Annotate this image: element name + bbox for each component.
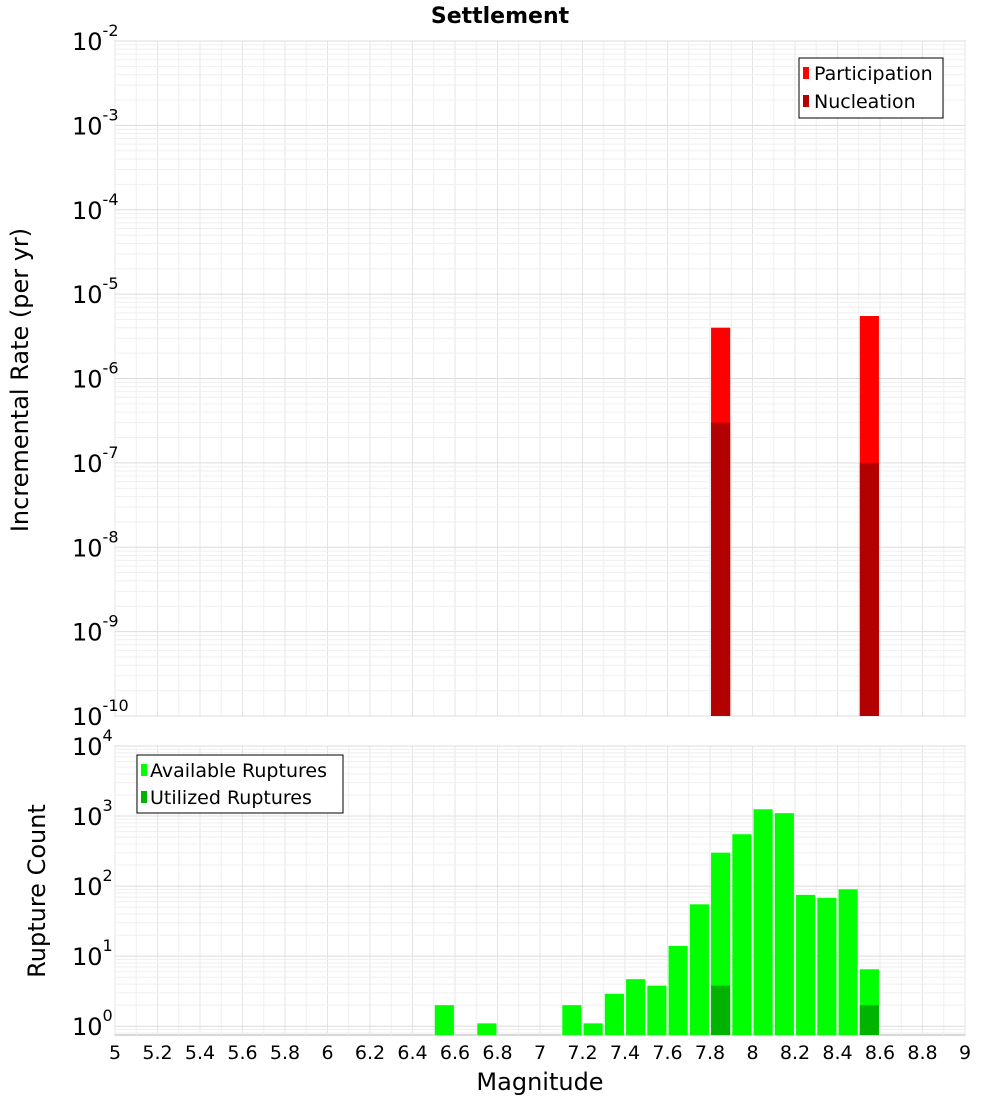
top-y-ticks: 10-10 10-9 10-8 10-7 10-6 10-5 10-4 10-3 10-2 <box>72 21 129 731</box>
x-tick-label: 5.2 <box>142 1042 172 1064</box>
x-tick-label: 8.6 <box>865 1042 895 1064</box>
bottom-y-tick-label: 102 <box>72 866 113 901</box>
bottom-bar-available-ruptures <box>562 1005 582 1035</box>
bottom-bar-available-ruptures <box>732 834 752 1035</box>
top-panel: 10-10 10-9 10-8 10-7 10-6 10-5 10-4 10-3 10-2 In… <box>6 21 966 731</box>
top-y-tick-label: 10-2 <box>72 21 119 56</box>
x-tick-label: 8.2 <box>780 1042 810 1064</box>
x-tick-label: 6.2 <box>355 1042 385 1064</box>
legend-swatch-participation <box>803 67 809 79</box>
bottom-bar-available-ruptures <box>647 985 667 1035</box>
bottom-bar-available-ruptures <box>604 993 624 1035</box>
bottom-bar-available-ruptures <box>689 904 709 1035</box>
bottom-y-tick-label: 104 <box>72 726 113 761</box>
bottom-y-ticks: 100 101 102 103 104 <box>72 726 113 1041</box>
x-tick-label: 8.8 <box>907 1042 937 1064</box>
legend-label-utilized: Utilized Ruptures <box>150 787 312 809</box>
top-legend: Participation Nucleation <box>798 57 944 119</box>
legend-swatch-utilized <box>141 791 147 803</box>
bottom-bar-available-ruptures <box>817 897 837 1035</box>
x-tick-label: 7 <box>534 1042 546 1064</box>
bottom-y-tick-label: 103 <box>72 796 113 831</box>
bottom-bar-available-ruptures <box>753 809 773 1035</box>
bottom-bar-utilized-ruptures <box>859 1005 879 1035</box>
bottom-bar-available-ruptures <box>774 813 794 1035</box>
top-grid <box>114 40 966 717</box>
x-tick-label: 5.4 <box>185 1042 215 1064</box>
bottom-bar-available-ruptures <box>668 945 688 1035</box>
bottom-y-tick-label: 101 <box>72 936 113 971</box>
x-tick-label: 5.8 <box>270 1042 300 1064</box>
top-y-tick-label: 10-8 <box>72 527 119 562</box>
bottom-bar-utilized-ruptures <box>711 985 731 1035</box>
legend-label-participation: Participation <box>814 63 933 85</box>
bottom-bar-available-ruptures <box>796 894 816 1035</box>
x-tick-label: 6.8 <box>482 1042 512 1064</box>
top-bar-nucleation <box>711 422 731 716</box>
bottom-bar-available-ruptures <box>477 1023 497 1035</box>
top-y-tick-label: 10-3 <box>72 105 119 140</box>
legend-label-available: Available Ruptures <box>150 760 327 782</box>
legend-swatch-available <box>141 764 147 776</box>
x-tick-label: 7.4 <box>610 1042 640 1064</box>
x-tick-label: 9 <box>959 1042 971 1064</box>
bottom-legend: Available Ruptures Utilized Ruptures <box>136 754 344 814</box>
bottom-y-axis-label: Rupture Count <box>23 804 51 978</box>
bottom-bar-available-ruptures <box>838 889 858 1035</box>
x-tick-label: 7.6 <box>652 1042 682 1064</box>
x-axis-label: Magnitude <box>476 1068 603 1096</box>
x-tick-label: 6 <box>321 1042 333 1064</box>
x-tick-label: 6.6 <box>440 1042 470 1064</box>
x-tick-label: 6.4 <box>397 1042 427 1064</box>
x-tick-label: 5.6 <box>227 1042 257 1064</box>
x-tick-label: 5 <box>109 1042 121 1064</box>
x-ticks: 5 5.2 5.4 5.6 5.8 6 6.2 6.4 6.6 6.8 7 7.2 7.4 7.6 7.8 8… <box>109 1042 971 1064</box>
top-y-tick-label: 10-5 <box>72 274 119 309</box>
bottom-bar-available-ruptures <box>626 979 646 1035</box>
bottom-panel: 100 101 102 103 104 5 5.2 5.4 5.6 5.8 6 6.2 6.4 6.6 6… <box>23 726 971 1096</box>
x-tick-label: 7.2 <box>567 1042 597 1064</box>
x-tick-label: 7.8 <box>695 1042 725 1064</box>
top-bars <box>711 316 879 716</box>
bottom-y-tick-label: 100 <box>72 1006 113 1041</box>
top-y-tick-label: 10-7 <box>72 443 119 478</box>
top-bar-nucleation <box>859 462 879 716</box>
top-y-axis-label: Incremental Rate (per yr) <box>6 228 34 532</box>
chart-title: Settlement <box>431 4 570 29</box>
bottom-bars <box>434 809 879 1035</box>
bottom-legend-box <box>136 754 344 814</box>
top-y-tick-label: 10-4 <box>72 190 119 225</box>
top-y-tick-label: 10-6 <box>72 359 119 394</box>
top-y-tick-label: 10-10 <box>72 696 129 731</box>
bottom-bar-available-ruptures <box>434 1005 454 1035</box>
legend-swatch-nucleation <box>803 95 809 107</box>
bottom-bar-available-ruptures <box>583 1023 603 1035</box>
top-y-tick-label: 10-9 <box>72 612 119 647</box>
top-legend-box <box>798 57 944 119</box>
x-tick-label: 8.4 <box>822 1042 852 1064</box>
x-tick-label: 8 <box>746 1042 758 1064</box>
legend-label-nucleation: Nucleation <box>814 91 916 113</box>
